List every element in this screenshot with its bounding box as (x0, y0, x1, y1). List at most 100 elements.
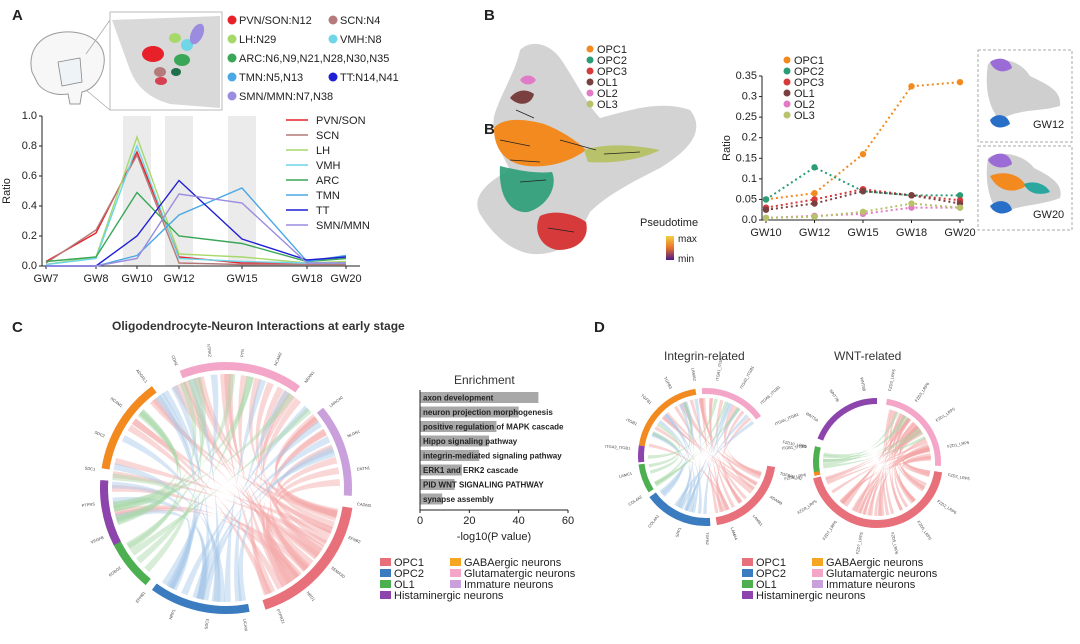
chord-diagram-early-stage: PTN NCAM2 NRXN1 LRRC4C NLGN1 CNTN1 CADM3 EFNB2 S… (81, 344, 372, 632)
series-line (46, 137, 346, 265)
pseudotime-min-label: min (678, 254, 694, 265)
x-tick-label: GW20 (330, 273, 361, 285)
series-point (908, 83, 914, 89)
enrichment-bar-chart: Enrichmentaxon developmentneuron project… (417, 373, 574, 543)
gene-label: SEMA3D (330, 565, 346, 579)
panel-label-c: C (12, 319, 23, 336)
enrichment-title: Enrichment (454, 373, 515, 387)
gene-label: ROBO2 (108, 565, 123, 578)
panel-c-title: Oligodendrocyte-Neuron Interactions at e… (112, 319, 405, 333)
gene-label: TGFB2 (705, 532, 710, 546)
y-tick-label: 0.2 (22, 230, 37, 242)
umap-legend-marker (587, 90, 594, 97)
y-tick-label: 0.35 (736, 70, 757, 82)
gene-label: COL4A1 (647, 513, 661, 529)
y-tick-label: 0.6 (22, 170, 37, 182)
x-tick-label: GW20 (944, 227, 975, 239)
enrichment-term-label: synapse assembly (423, 495, 494, 504)
cell-type-swatch (380, 580, 391, 588)
enrichment-x-tick-label: 20 (463, 515, 475, 527)
series-point (908, 192, 914, 198)
enrichment-term-label: ERK1 and ERK2 cascade (423, 466, 519, 475)
pseudotime-colorbar: Pseudotime max min (640, 217, 698, 265)
thumbnail-label-gw12: GW12 (1033, 119, 1064, 131)
gene-label: WNT7B (828, 388, 840, 403)
x-tick-label: GW15 (847, 227, 878, 239)
cell-type-label: Histaminergic neurons (394, 590, 504, 602)
x-tick-label: GW7 (33, 273, 58, 285)
gene-label: EPHB1 (134, 590, 146, 604)
nucleus-tt (155, 77, 167, 85)
panel-d-cell-type-legend: OPC1 GABAergic neuronsOPC2 Glutamatergic n… (742, 557, 938, 602)
enrichment-term-label: axon development (423, 394, 494, 403)
x-tick-label: GW12 (163, 273, 194, 285)
series-line (766, 167, 960, 199)
y-tick-label: 0.15 (736, 152, 757, 164)
series-point (811, 214, 817, 220)
x-tick-label: GW10 (750, 227, 781, 239)
gene-label: ITGA3_ITGB1 (605, 444, 631, 451)
gene-label: CNTN1 (356, 465, 371, 472)
enrichment-x-tick-label: 0 (417, 515, 423, 527)
gene-label: NRXN1 (303, 369, 316, 383)
enrichment-x-tick-label: 60 (562, 515, 574, 527)
gene-label: CADM3 (357, 501, 372, 508)
umap-legend-label: OL3 (597, 99, 618, 111)
umap-cluster-legend: OPC1OPC2OPC3OL1OL2OL3 (587, 44, 627, 111)
gene-label: FZD7_LRP6 (821, 519, 838, 541)
x-tick-label: GW18 (896, 227, 927, 239)
legend-label: TMN (316, 190, 340, 202)
x-tick-label: GW8 (83, 273, 108, 285)
nucleus-arc-2 (171, 68, 181, 76)
gene-label: TGFB1 (640, 393, 653, 406)
gene-label: FZD7_LRP5 (855, 531, 864, 555)
cell-type-swatch (380, 591, 391, 599)
panel-label-b: B (484, 7, 495, 24)
gene-label: ITGAV_ITGB1 (774, 411, 800, 426)
nuclei-legend: PVN/SON:N12 SCN:N4 LH:N29 VMH:N8 ARC:N6,N9,N… (228, 15, 399, 103)
nuclei-legend-label: PVN/SON:N12 (239, 15, 312, 27)
gene-label: CDH2 (170, 354, 179, 367)
nuclei-legend-label: TT:N14,N41 (340, 72, 399, 84)
y-tick-label: 0.1 (742, 173, 757, 185)
gene-label: SPP1 (674, 526, 682, 538)
gene-label: NRG1 (306, 590, 317, 602)
gene-label: FZD1_LRP5 (935, 406, 957, 423)
gene-label: ADAM9 (769, 494, 784, 506)
y-tick-label: 1.0 (22, 110, 37, 122)
panel-c-cell-type-legend: OPC1 GABAergic neurons OPC2 Glutamatergic n… (380, 557, 576, 602)
cell-type-swatch (380, 569, 391, 577)
chord-sector (641, 446, 642, 462)
gene-label: NTRK2 (206, 344, 213, 358)
enrichment-term-label: PID WNT SIGNALING PATHWAY (423, 481, 544, 490)
panel-label-d: D (594, 319, 605, 336)
y-tick-label: 0.0 (742, 214, 757, 226)
wnt-chord-diagram: FZD3_LRP5FZD3_LRP6FZD1_LRP5FZD1_LRP6FZD2… (782, 368, 971, 555)
cell-type-swatch (742, 558, 753, 566)
integrin-chord-title: Integrin-related (664, 349, 745, 363)
highlight-band (165, 116, 193, 266)
gene-label: FZD2_LRP5 (947, 472, 971, 481)
y-axis-label: Ratio (721, 135, 733, 161)
x-tick-label: GW15 (226, 273, 257, 285)
enrichment-term-label: positive regulation of MAPK cascade (423, 423, 564, 432)
legend-label: SMN/MMN (316, 220, 370, 232)
enrichment-x-axis-label: -log10(P value) (457, 531, 531, 543)
umap-inset-label: B (484, 121, 495, 138)
pseudotime-title: Pseudotime (640, 217, 698, 229)
x-tick-label: GW10 (121, 273, 152, 285)
nucleus-scn (154, 67, 166, 77)
enrichment-x-tick-label: 40 (513, 515, 525, 527)
series-point (908, 200, 914, 206)
cell-type-swatch (812, 580, 823, 588)
nuclei-legend-label: VMH:N8 (340, 34, 382, 46)
series-point (811, 200, 817, 206)
series-point (957, 204, 963, 210)
series-line (46, 146, 346, 265)
gene-label: WNT5A (805, 411, 820, 423)
pseudotime-max-label: max (678, 234, 697, 245)
gene-label: FZD5_LRP5 (916, 520, 933, 542)
umap-legend-marker (587, 68, 594, 75)
legend-label: PVN/SON (316, 115, 366, 127)
nuclei-legend-dot (228, 54, 237, 63)
